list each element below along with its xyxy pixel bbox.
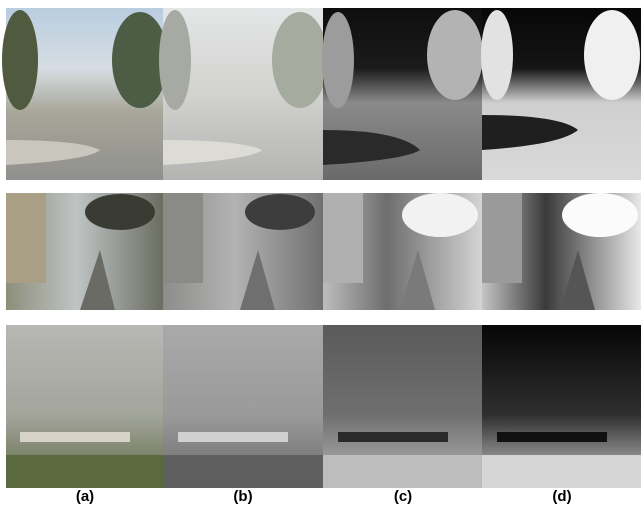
tree — [245, 194, 315, 230]
tree — [427, 10, 483, 100]
panel-label: (a) — [76, 488, 94, 505]
tree — [562, 193, 638, 237]
tree — [584, 10, 640, 100]
building — [323, 193, 363, 283]
panel-label: (d) — [552, 488, 571, 505]
building — [6, 193, 46, 283]
row-2 — [6, 193, 641, 310]
field — [6, 455, 163, 488]
tree — [481, 10, 513, 100]
buildings — [20, 432, 130, 442]
buildings — [497, 432, 607, 442]
buildings — [178, 432, 288, 442]
panel-label: (c) — [394, 488, 412, 505]
field — [163, 455, 323, 488]
figure: (a) (b) (c) (d) — [0, 0, 641, 507]
tree — [272, 12, 328, 108]
tree — [322, 12, 354, 108]
row-1 — [2, 8, 641, 180]
row-3 — [6, 325, 641, 488]
tree — [159, 10, 191, 110]
building — [163, 193, 203, 283]
panel-label: (b) — [233, 488, 252, 505]
field — [482, 455, 641, 488]
tree — [2, 10, 38, 110]
tree — [402, 193, 478, 237]
building — [482, 193, 522, 283]
page: (a) (b) (c) (d) (() => { const data = JS… — [0, 0, 641, 507]
tree — [85, 194, 155, 230]
buildings — [338, 432, 448, 442]
field — [323, 455, 482, 488]
